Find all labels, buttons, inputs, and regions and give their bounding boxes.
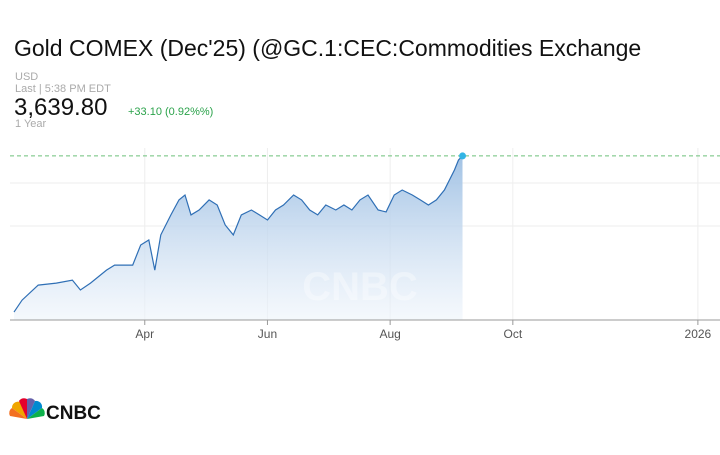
logo-icon (9, 398, 45, 419)
area-fill (14, 155, 463, 320)
x-tick-label: 2026 (685, 327, 712, 341)
price-change: +33.10 (0.92%%) (128, 106, 213, 118)
chart-title: Gold COMEX (Dec'25) (@GC.1:CEC:Commoditi… (14, 35, 641, 61)
last-point (459, 152, 467, 160)
logo-text: CNBC (46, 403, 101, 424)
plot-area: Apr Jun Aug Oct 2026 (10, 148, 720, 341)
price-line (13, 155, 463, 313)
x-tick-label: Oct (503, 327, 522, 341)
watermark: CNBC (302, 265, 418, 309)
currency: USD (15, 71, 38, 83)
last-time: Last | 5:38 PM EDT (15, 83, 111, 95)
x-tick-label: Apr (135, 327, 154, 341)
range-label: 1 Year (15, 118, 47, 130)
price: 3,639.80 (14, 94, 107, 121)
x-tick-label: Aug (379, 327, 400, 341)
x-tick-label: Jun (258, 327, 277, 341)
